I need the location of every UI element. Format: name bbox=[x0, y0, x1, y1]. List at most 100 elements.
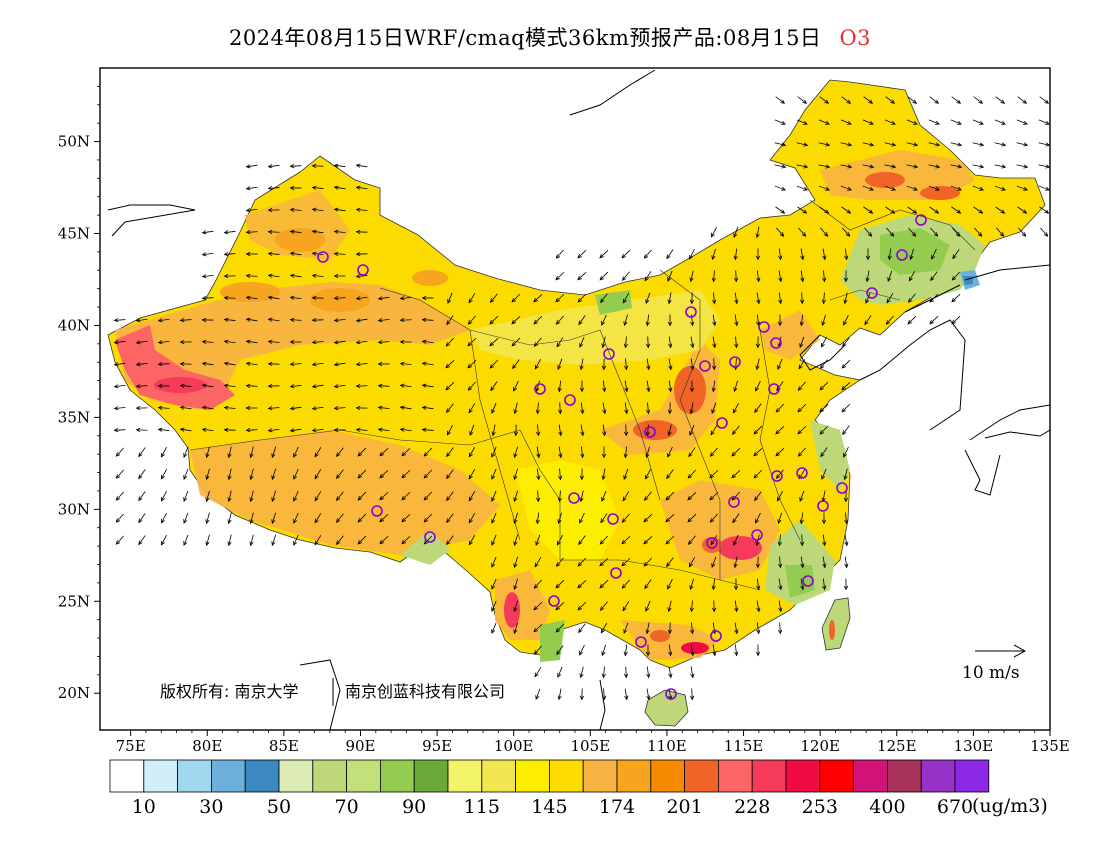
wind-arrow bbox=[710, 513, 718, 523]
wind-arrow bbox=[840, 164, 852, 168]
wind-arrow bbox=[468, 315, 476, 325]
wind-arrow bbox=[446, 403, 454, 413]
colorbar-label: 145 bbox=[531, 796, 567, 818]
wind-arrow-head bbox=[820, 452, 825, 458]
wind-arrow bbox=[558, 380, 562, 392]
wind-arrow-head bbox=[511, 297, 517, 303]
city-marker bbox=[796, 467, 808, 479]
colorbar-swatch bbox=[177, 759, 212, 793]
wind-arrow-head bbox=[1000, 99, 1006, 104]
wind-arrow bbox=[844, 292, 848, 304]
wind-arrow-head bbox=[446, 452, 451, 458]
wind-arrow-head bbox=[138, 496, 143, 502]
wind-arrow-head bbox=[800, 563, 805, 569]
wind-arrow bbox=[293, 446, 299, 458]
wind-arrow bbox=[757, 578, 759, 590]
lon-tick-label: 110E bbox=[647, 737, 687, 755]
wind-arrow bbox=[623, 622, 629, 634]
wind-arrow bbox=[400, 428, 412, 432]
wind-arrow bbox=[950, 164, 962, 168]
wind-arrow bbox=[689, 424, 695, 436]
wind-arrow bbox=[557, 358, 563, 370]
wind-arrow bbox=[864, 315, 872, 325]
wind-arrow-head bbox=[468, 540, 473, 546]
wind-arrow bbox=[624, 402, 628, 414]
wind-arrow-head bbox=[1001, 186, 1007, 191]
wind-arrow-head bbox=[621, 584, 627, 589]
wind-arrow-head bbox=[289, 362, 295, 367]
wind-arrow-head bbox=[179, 405, 185, 410]
title-main: 2024年08月15日WRF/cmaq模式36km预报产品:08月15日 bbox=[228, 26, 822, 50]
colorbar-label: 50 bbox=[267, 796, 291, 818]
wind-arrow bbox=[756, 270, 760, 282]
wind-arrow bbox=[1038, 142, 1050, 146]
wind-arrow-head bbox=[377, 383, 383, 388]
wind-arrow-head bbox=[667, 584, 671, 590]
wind-arrow bbox=[1017, 206, 1027, 214]
wind-arrow bbox=[841, 381, 851, 391]
wind-arrow bbox=[202, 297, 214, 299]
wind-arrow-head bbox=[800, 585, 805, 591]
city-marker bbox=[706, 537, 718, 549]
wind-arrow-head bbox=[599, 253, 604, 259]
wind-arrow-head bbox=[599, 583, 604, 589]
wind-arrow bbox=[909, 270, 915, 282]
wind-arrow-head bbox=[447, 299, 452, 304]
wind-arrow-head bbox=[557, 365, 562, 371]
wind-reference: 10 m/s bbox=[962, 644, 1027, 683]
wind-arrow bbox=[842, 337, 850, 347]
wind-arrow-head bbox=[491, 497, 496, 502]
wind-arrow-head bbox=[889, 232, 895, 237]
wind-arrow bbox=[579, 644, 585, 656]
wind-arrow-head bbox=[979, 120, 984, 125]
wind-arrow-head bbox=[289, 295, 295, 300]
wind-arrow bbox=[734, 292, 738, 304]
colorbar-swatch bbox=[109, 759, 145, 793]
wind-arrow-head bbox=[179, 361, 185, 367]
wind-arrow bbox=[691, 622, 693, 634]
wind-arrow-head bbox=[688, 452, 693, 458]
wind-arrow-head bbox=[446, 474, 451, 480]
wind-arrow-head bbox=[929, 297, 935, 303]
wind-arrow-head bbox=[555, 320, 561, 325]
wind-arrow-head bbox=[908, 276, 913, 282]
wind-arrow bbox=[822, 314, 826, 326]
wind-arrow bbox=[577, 601, 587, 611]
wind-arrow-head bbox=[555, 254, 561, 259]
wind-arrow bbox=[183, 446, 189, 458]
wind-arrow-head bbox=[711, 409, 716, 415]
wind-arrow bbox=[138, 491, 146, 501]
wind-arrow bbox=[577, 293, 587, 303]
wind-arrow-head bbox=[115, 518, 121, 523]
wind-arrow-head bbox=[666, 254, 671, 260]
wind-arrow-head bbox=[355, 362, 361, 367]
wind-arrow-head bbox=[621, 253, 626, 259]
wind-arrow-head bbox=[138, 474, 143, 480]
wind-arrow bbox=[819, 96, 829, 104]
wind-arrow bbox=[820, 227, 828, 237]
wind-arrow bbox=[555, 579, 565, 589]
wind-arrow-head bbox=[800, 299, 805, 305]
wind-arrow bbox=[840, 185, 852, 191]
wind-arrow bbox=[491, 512, 497, 524]
wind-arrow bbox=[778, 270, 782, 282]
wind-arrow-head bbox=[445, 363, 450, 369]
wind-arrow-head bbox=[891, 120, 896, 125]
wind-arrow-head bbox=[579, 387, 585, 393]
wind-arrow-head bbox=[267, 229, 273, 235]
wind-arrow-head bbox=[399, 339, 405, 345]
wind-arrow-head bbox=[293, 475, 298, 480]
wind-arrow bbox=[336, 491, 344, 501]
wind-arrow-head bbox=[223, 405, 229, 410]
wind-arrow bbox=[202, 428, 214, 432]
wind-arrow-head bbox=[355, 185, 361, 190]
wind-arrow-head bbox=[1001, 164, 1007, 169]
wind-arrow bbox=[446, 535, 454, 545]
wind-arrow bbox=[974, 227, 982, 237]
wind-arrow bbox=[202, 230, 214, 234]
city-markers bbox=[317, 214, 927, 700]
wind-arrow-head bbox=[709, 495, 714, 501]
wind-arrow bbox=[559, 468, 561, 480]
wind-arrow-head bbox=[843, 497, 849, 503]
wind-arrow-head bbox=[755, 343, 761, 349]
